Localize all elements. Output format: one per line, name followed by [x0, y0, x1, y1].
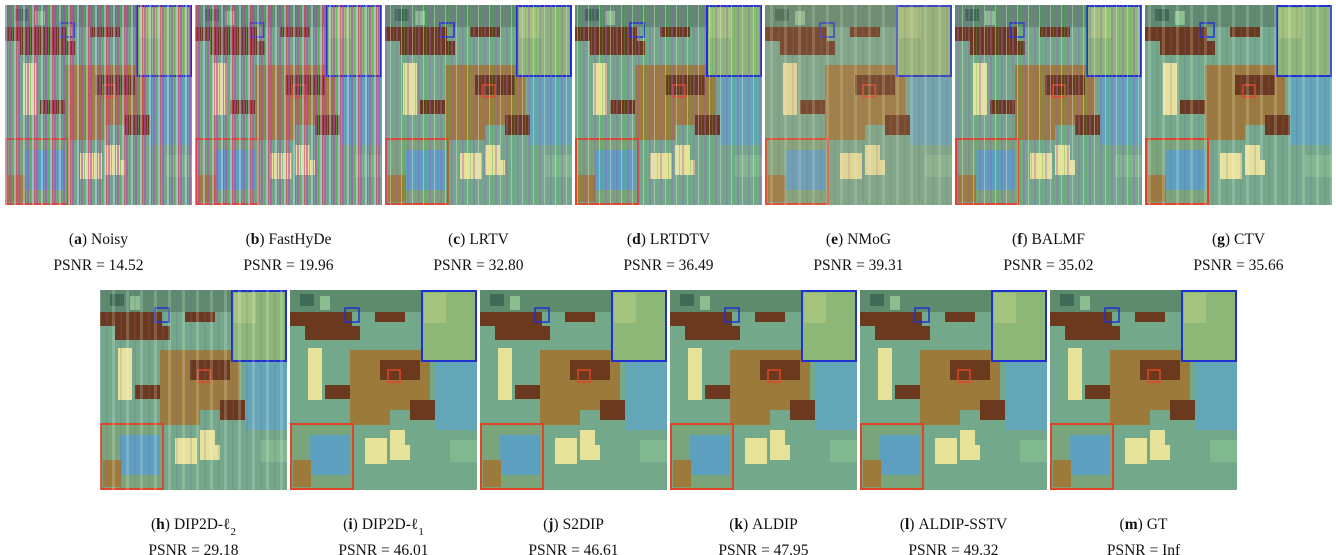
panel: (d)LRTDTV PSNR = 36.49 [575, 5, 762, 274]
noise-overlay [955, 5, 1142, 205]
panel: (k)ALDIP PSNR = 47.95 [670, 290, 857, 555]
noise-overlay [575, 5, 762, 205]
panel-letter: (k) [729, 516, 748, 533]
psnr-label: PSNR = 14.52 [53, 257, 143, 274]
method-name: ALDIP-SSTV [918, 516, 1008, 533]
method-name: LRTDTV [650, 231, 711, 248]
psnr-label: PSNR = 29.18 [148, 542, 238, 555]
psnr-label: PSNR = 32.80 [433, 257, 523, 274]
method-subscript: 1 [418, 526, 424, 538]
panel-letter: (m) [1120, 516, 1143, 533]
panel: (i) DIP2D-ℓ1 PSNR = 46.01 [290, 290, 477, 555]
panel-letter: (h) [151, 516, 170, 533]
panel-image [1050, 290, 1237, 490]
panel: (m)GT PSNR = Inf [1050, 290, 1237, 555]
figure: (a)Noisy PSNR = 14.52 (b)FastHyDe PSNR = 19… [0, 0, 1336, 555]
tint-overlay [765, 5, 952, 205]
caption-title: (b)FastHyDe [246, 231, 332, 248]
noise-overlay [195, 5, 382, 205]
panel-letter: (c) [448, 231, 465, 248]
panel-image [480, 290, 667, 490]
noise-overlay [1145, 5, 1332, 205]
caption-title: (a)Noisy [69, 231, 128, 248]
psnr-label: PSNR = 19.96 [243, 257, 333, 274]
method-name: NMoG [847, 231, 891, 248]
psnr-label: PSNR = 49.32 [908, 542, 998, 555]
panel-letter: (i) [343, 516, 358, 533]
method-name: FastHyDe [269, 231, 332, 248]
panel: (h)DIP2D-ℓ2 PSNR = 29.18 [100, 290, 287, 555]
psnr-label: PSNR = 36.49 [623, 257, 713, 274]
psnr-label: PSNR = 35.02 [1003, 257, 1093, 274]
panel: (g)CTV PSNR = 35.66 [1145, 5, 1332, 274]
panel: (l)ALDIP-SSTV PSNR = 49.32 [860, 290, 1047, 555]
caption-title: (c)LRTV [448, 231, 510, 248]
panel: (b)FastHyDe PSNR = 19.96 [195, 5, 382, 274]
caption-title: (i) DIP2D-ℓ1 [343, 516, 424, 538]
panel-letter: (l) [900, 516, 915, 533]
panel: (j)S2DIP PSNR = 46.61 [480, 290, 667, 555]
psnr-label: PSNR = 46.61 [528, 542, 618, 555]
panel-letter: (a) [69, 231, 87, 248]
panel-letter: (f) [1012, 231, 1028, 248]
caption-title: (l)ALDIP-SSTV [900, 516, 1008, 533]
panel: (a)Noisy PSNR = 14.52 [5, 5, 192, 274]
psnr-label: PSNR = 39.31 [813, 257, 903, 274]
psnr-label: PSNR = Inf [1107, 542, 1181, 555]
panel: (f)BALMF PSNR = 35.02 [955, 5, 1142, 274]
method-name: CTV [1234, 231, 1266, 248]
caption-title: (j)S2DIP [543, 516, 604, 533]
method-name: LRTV [469, 231, 509, 248]
noise-overlay [385, 5, 572, 205]
caption-title: (f)BALMF [1012, 231, 1085, 248]
caption-title: (k)ALDIP [729, 516, 798, 533]
method-name: GT [1147, 516, 1168, 533]
noise-overlay [5, 5, 192, 205]
noise-overlay [100, 290, 287, 490]
psnr-label: PSNR = 35.66 [1193, 257, 1283, 274]
psnr-label: PSNR = 46.01 [338, 542, 428, 555]
panel-image [290, 290, 477, 490]
caption-title: (e)NMoG [826, 231, 891, 248]
psnr-label: PSNR = 47.95 [718, 542, 808, 555]
panel-image [860, 290, 1047, 490]
panel-image [670, 290, 857, 490]
method-name: S2DIP [563, 516, 604, 533]
caption-title: (m)GT [1120, 516, 1168, 533]
panel: (e)NMoG PSNR = 39.31 [765, 5, 952, 274]
panel-letter: (b) [246, 231, 265, 248]
method-name: DIP2D-ℓ [174, 516, 231, 533]
caption-title: (h)DIP2D-ℓ2 [151, 516, 236, 538]
panel: (c)LRTV PSNR = 32.80 [385, 5, 572, 274]
method-name: DIP2D-ℓ [362, 516, 419, 533]
caption-title: (d)LRTDTV [627, 231, 711, 248]
method-name: BALMF [1032, 231, 1086, 248]
method-name: ALDIP [752, 516, 798, 533]
panel-letter: (e) [826, 231, 843, 248]
method-subscript: 2 [230, 526, 236, 538]
caption-title: (g)CTV [1212, 231, 1266, 248]
panel-letter: (j) [543, 516, 559, 533]
panel-letter: (d) [627, 231, 646, 248]
method-name: Noisy [91, 231, 128, 248]
panel-letter: (g) [1212, 231, 1230, 248]
